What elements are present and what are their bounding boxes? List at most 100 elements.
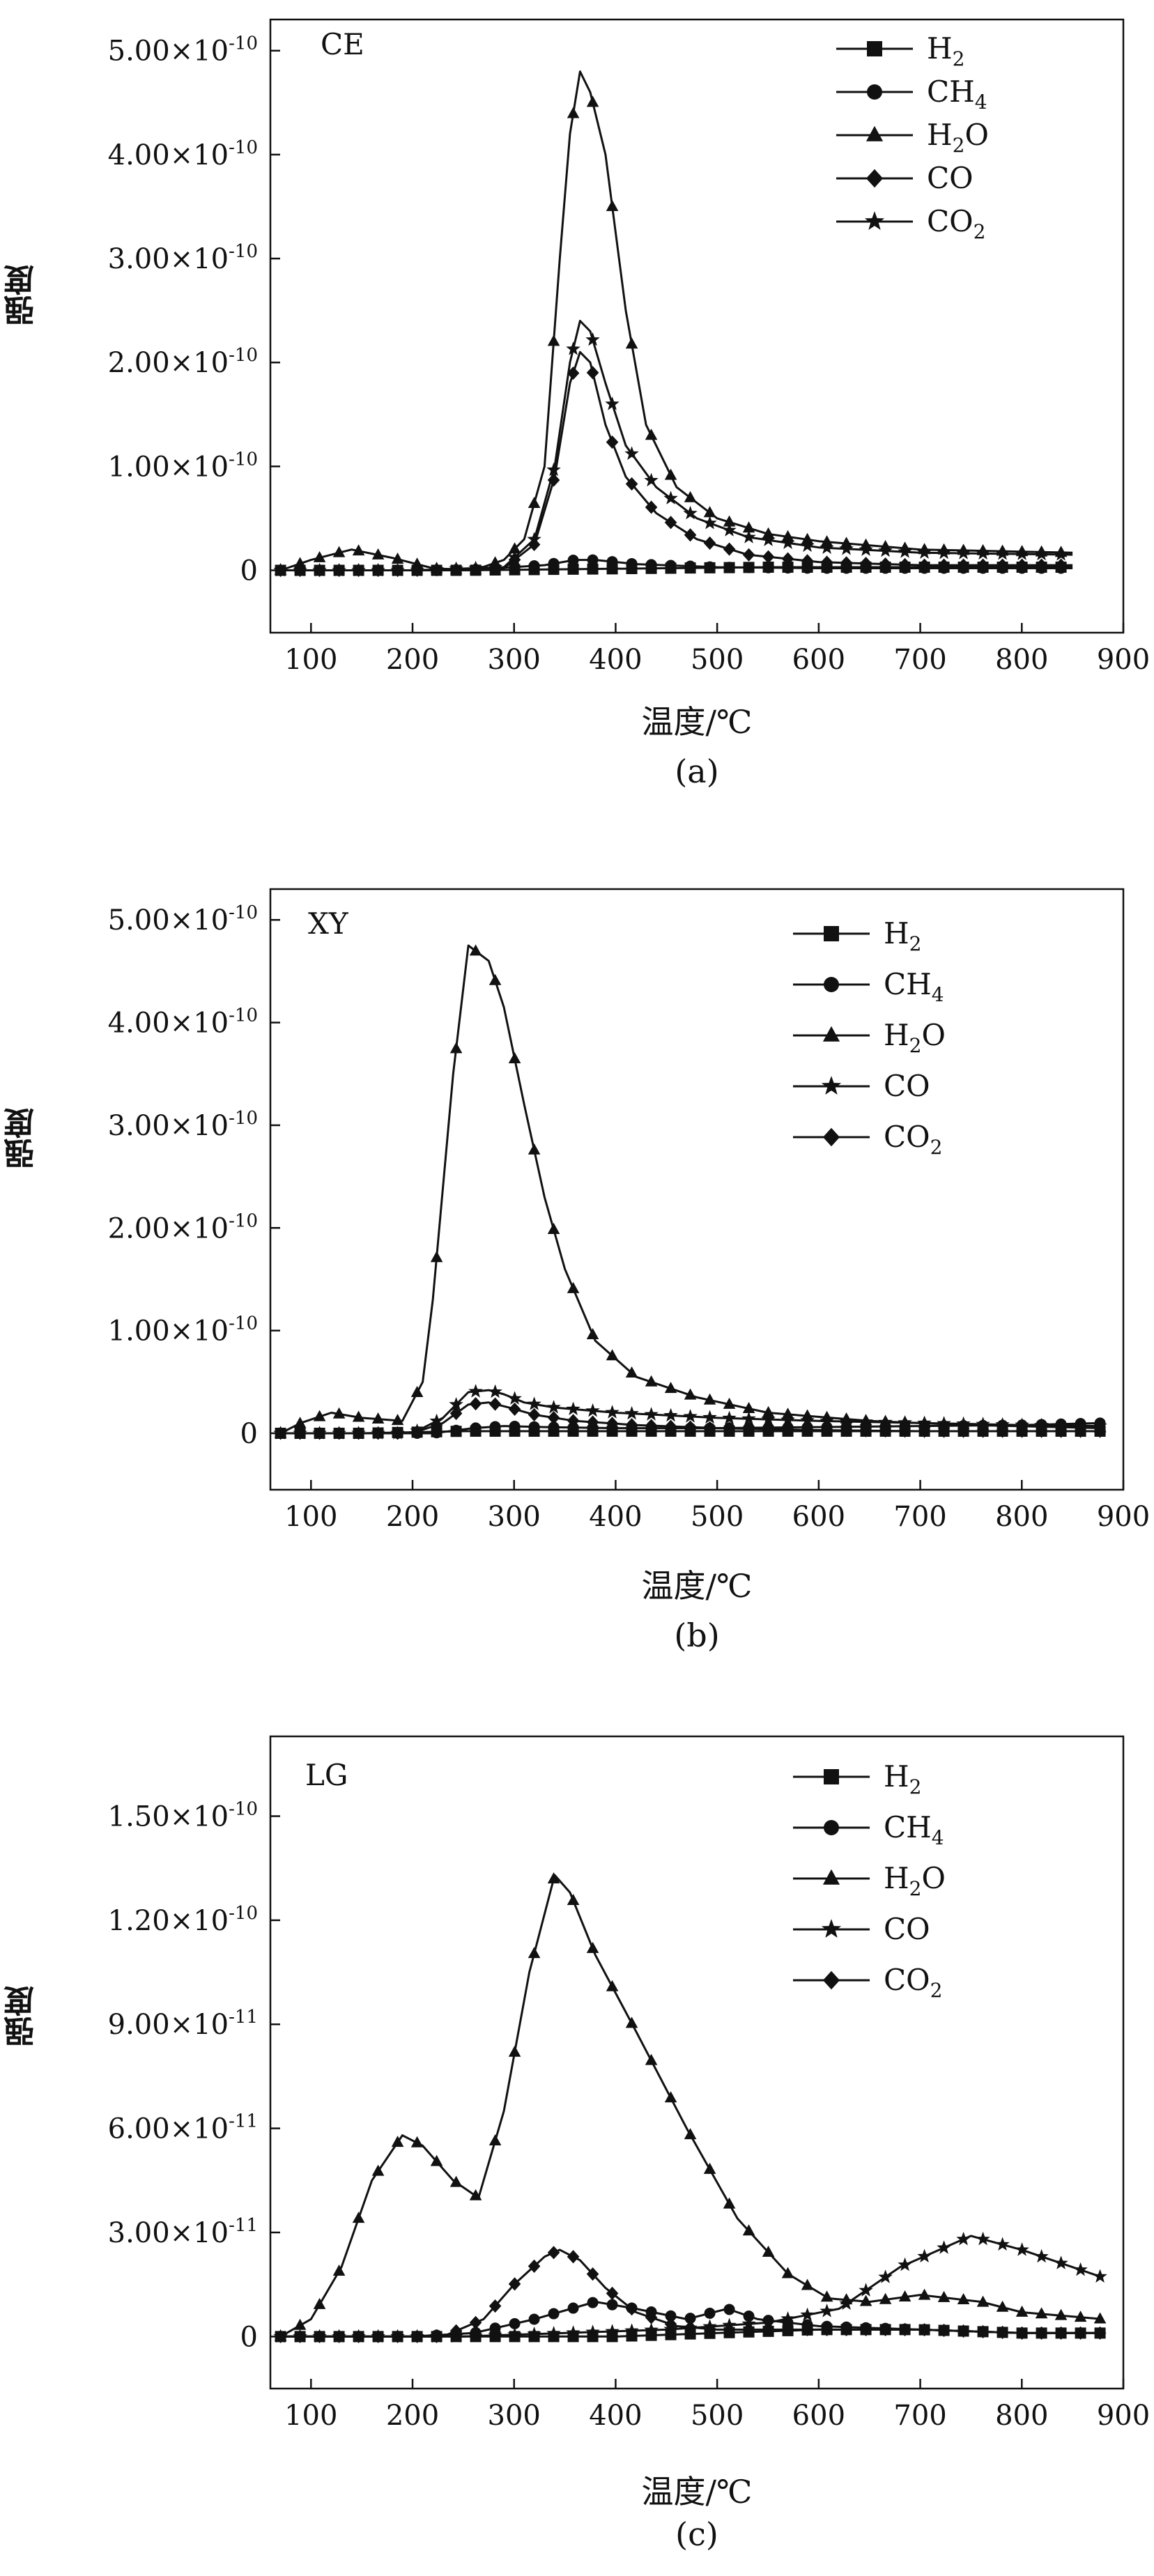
chart-c-point-H2O [606, 1980, 619, 1991]
chart-b-xtick-label: 800 [995, 1501, 1048, 1533]
chart-c-point-CO [1015, 2242, 1029, 2256]
chart-c-point-CO2 [957, 2324, 970, 2338]
chart-b-ytick-label: 3.00×10-10 [108, 1108, 258, 1142]
chart-b-point-H2O [332, 1407, 346, 1419]
chart-c-title: LG [305, 1758, 348, 1792]
chart-b-point-H2O [586, 1327, 599, 1339]
chart-a-point-CO2 [722, 523, 737, 537]
chart-b-point-H2O [352, 1410, 365, 1422]
chart-c-point-CO [507, 2327, 522, 2341]
chart-c-xtick-label: 800 [995, 2400, 1048, 2432]
chart-c-point-H2O [625, 2016, 638, 2028]
chart-a-point-CO2 [468, 560, 483, 575]
chart-b-legend-marker [824, 926, 839, 941]
chart-a-point-CH4 [723, 562, 735, 573]
chart-b-point-CO2 [449, 1406, 463, 1421]
chart-b-point-CO [644, 1407, 659, 1421]
chart-a-legend-marker [867, 84, 882, 100]
chart-c-ytick-label: 9.00×10-11 [108, 2007, 258, 2041]
chart-a-point-CO2 [937, 545, 951, 560]
chart-a-point-CO [723, 542, 736, 556]
chart-a-point-CH4 [762, 562, 774, 573]
chart-c-point-CO2 [723, 2322, 736, 2336]
chart-c-point-CO [820, 2304, 834, 2317]
chart-a-xlabel: 温度/℃ [641, 703, 753, 741]
chart-a-point-H2O [723, 515, 736, 527]
chart-a-point-CH4 [704, 561, 716, 573]
chart-c-frame [269, 1735, 1125, 2390]
chart-b-point-CO2 [723, 1421, 736, 1435]
chart-c-point-H2O [391, 2136, 404, 2147]
chart-b-point-H2O [528, 1143, 541, 1155]
chart-a-series-CO-markers [274, 366, 1068, 578]
chart-b-point-H2O [723, 1397, 736, 1409]
chart-a-ytick-label: 5.00×10-10 [108, 33, 258, 68]
chart-a-legend-label: CH4 [927, 75, 987, 114]
chart-a-ytick-label: 1.00×10-10 [108, 449, 258, 483]
chart-c-point-CO2 [840, 2322, 853, 2336]
chart-c-point-CH4 [509, 2317, 521, 2329]
chart-c-point-H2O [547, 1872, 560, 1884]
chart-b-point-H2O [313, 1410, 326, 1421]
chart-c-point-CO [800, 2307, 815, 2322]
chart-a-point-CO [1015, 558, 1029, 572]
chart-b-point-CO2 [391, 1426, 404, 1440]
chart-c-point-CO [468, 2328, 483, 2343]
chart-b-point-CO [605, 1405, 620, 1419]
chart-a-point-CO2 [585, 332, 600, 346]
chart-c-xtick-label: 700 [893, 2400, 946, 2432]
chart-a-point-CO [840, 556, 853, 570]
chart-c-point-CO2 [371, 2329, 385, 2343]
chart-b-xtick-label: 100 [284, 1501, 337, 1533]
chart-b-point-CO2 [567, 1414, 580, 1428]
chart-a-point-H2O [684, 491, 697, 502]
chart-a-point-CO2 [898, 544, 912, 558]
chart-b-legend-label: CO [884, 1069, 930, 1103]
chart-a-ylabel: 强度 [4, 265, 40, 326]
chart-c-point-CO [976, 2231, 990, 2246]
chart-a-point-CH4 [743, 562, 755, 573]
chart-c-point-CH4 [723, 2304, 735, 2315]
chart-c-point-H2O [781, 2267, 794, 2278]
chart-a-point-CO2 [839, 541, 854, 555]
chart-a-caption: (a) [675, 753, 719, 790]
chart-c-point-H2O [703, 2162, 716, 2174]
chart-c-point-H2O [1035, 2307, 1048, 2319]
chart-c-point-CO2 [293, 2329, 307, 2343]
chart-a-point-H2O [547, 334, 560, 346]
chart-a-point-CO [898, 557, 911, 571]
chart-c-point-CH4 [587, 2297, 599, 2308]
chart-a-point-CH4 [801, 562, 813, 574]
chart-a-point-H2O [606, 199, 619, 211]
chart-b-point-H2O [293, 1417, 307, 1428]
chart-a-point-CO2 [995, 546, 1010, 560]
chart-a-xtick-label: 800 [995, 644, 1048, 676]
chart-c-point-H2O [488, 2134, 502, 2146]
chart-c-point-H2O [352, 2212, 365, 2223]
chart-c-legend-marker [821, 1919, 842, 1938]
chart-a-point-CH4 [548, 557, 560, 569]
chart-b-xtick-label: 700 [893, 1501, 946, 1533]
chart-b-point-H2O [684, 1388, 697, 1400]
chart-b-series-H2O-markers [274, 944, 1107, 1438]
chart-a-point-CO2 [663, 491, 678, 504]
chart-a-point-CO2 [488, 560, 502, 574]
chart-c-point-CO [644, 2322, 659, 2336]
chart-a-point-CO [606, 435, 619, 449]
chart-c-point-CO2 [645, 2311, 658, 2324]
chart-b-ytick-label: 4.00×10-10 [108, 1005, 258, 1040]
chart-b-xtick-label: 900 [1097, 1501, 1150, 1533]
chart-c-point-H2O [528, 1947, 541, 1959]
chart-b-point-CH4 [509, 1421, 521, 1433]
chart-b-point-CO [546, 1400, 561, 1414]
chart-a-point-CO [1035, 558, 1048, 572]
chart-c-point-CO [917, 2249, 932, 2262]
chart-a-point-H2O [293, 557, 307, 569]
chart-b-point-H2O [606, 1349, 619, 1361]
chart-a-point-CO [742, 548, 755, 562]
chart-a-point-H2O [352, 544, 365, 556]
chart-b-point-CO2 [898, 1424, 911, 1438]
chart-c-point-CH4 [606, 2299, 618, 2311]
chart-b-point-CO [839, 1414, 854, 1428]
chart-b-point-H2O [645, 1375, 658, 1387]
